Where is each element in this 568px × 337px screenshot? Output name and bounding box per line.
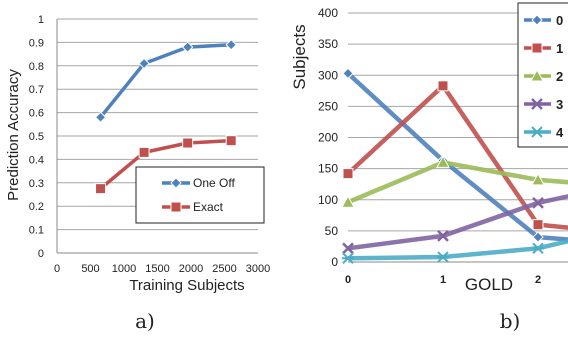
- panel-a-gridlines: [57, 18, 258, 231]
- panel-a-x-tick-label: 500: [81, 263, 99, 275]
- panel-a-y-tick-label: 0.6: [29, 108, 44, 120]
- panel-b-y-tick-labels: 0 50 100 150 200 250 300 350 400: [318, 6, 338, 269]
- panel-b-point-series-1: [437, 80, 449, 92]
- panel-b-point-series-3: [532, 196, 544, 209]
- panel-a-y-tick-label: 0.5: [29, 131, 44, 143]
- panel-b-series-line-1: [346, 83, 568, 230]
- panel-b-series-line-0: [346, 71, 568, 242]
- panel-b-point-series-0: [532, 231, 544, 243]
- panel-b-point-series-3: [437, 229, 449, 242]
- panel-b-legend-label-1: 1: [556, 41, 563, 56]
- panel-a-y-tick-label: 0.2: [29, 201, 44, 213]
- panel-b-legend-label-4: 4: [556, 125, 564, 140]
- panel-b-point-series-4: [532, 242, 544, 255]
- panel-b-legend-marker-0: [531, 14, 543, 26]
- panel-b-y-tick-label: 350: [318, 37, 338, 51]
- panel-a-point-one-off: [225, 39, 237, 51]
- panel-a-x-axis-label: Training Subjects: [129, 277, 244, 294]
- panel-a-legend-label-one-off: One Off: [193, 176, 235, 190]
- panel-a-point-exact: [95, 183, 107, 195]
- panel-a-y-tick-label: 0.3: [29, 178, 44, 190]
- panel-a-series-line-one-off: [99, 42, 232, 119]
- panel-a-series-line-exact: [99, 138, 232, 190]
- panel-b-point-series-2: [341, 195, 355, 208]
- panel-a-point-one-off: [181, 41, 194, 53]
- panel-b-point-series-1: [342, 168, 354, 180]
- panel-a-accuracy-chart: 0 0.1 0.2 0.3 0.4 0.5 0.6 0.7 0.8 0.9 1 0 500 1000 15…: [5, 14, 270, 333]
- panel-a-series: [94, 39, 237, 195]
- panel-a-point-exact: [225, 135, 237, 147]
- panel-b-y-tick-label: 100: [318, 193, 338, 207]
- panel-b-legend-label-3: 3: [556, 97, 563, 112]
- panel-b-y-tick-label: 50: [325, 224, 339, 238]
- panel-a-legend-marker-one-off: [170, 177, 182, 189]
- panel-a-x-tick-label: 1500: [145, 263, 169, 275]
- panel-a-caption: a): [135, 309, 155, 333]
- panel-b-point-series-3: [342, 242, 354, 255]
- panel-a-y-tick-label: 0.8: [29, 61, 44, 73]
- panel-a-y-tick-labels: 0 0.1 0.2 0.3 0.4 0.5 0.6 0.7 0.8 0.9 1: [29, 14, 44, 260]
- panel-a-y-axis-label: Prediction Accuracy: [5, 69, 22, 201]
- panel-b-point-series-1: [532, 219, 544, 231]
- panel-b-y-tick-label: 0: [331, 255, 338, 269]
- panel-a-point-exact: [138, 146, 150, 158]
- panel-a-y-tick-label: 0.7: [29, 84, 44, 96]
- panel-b-subjects-chart: 0 50 100 150 200 250 300 350 400 0 1 2 GOLD Subjec…: [290, 2, 568, 333]
- panel-a-point-one-off: [138, 57, 150, 70]
- panel-b-y-axis-label: Subjects: [290, 24, 309, 89]
- panel-b-legend-marker-4: [531, 126, 543, 138]
- panel-b-point-series-0: [342, 67, 354, 80]
- panel-b-y-tick-label: 150: [318, 162, 338, 176]
- panel-a-x-tick-label: 1000: [112, 263, 136, 275]
- panel-a-x-tick-label: 0: [54, 263, 60, 275]
- panel-a-x-tick-label: 3000: [246, 263, 270, 275]
- panel-b-y-tick-label: 400: [318, 6, 338, 20]
- panel-a-x-tick-labels: 0 500 1000 1500 2000 2500 3000: [54, 263, 270, 275]
- panel-b-legend-marker-1: [531, 42, 543, 54]
- panel-a-y-tick-label: 0.1: [29, 225, 44, 237]
- panel-a-legend-label-exact: Exact: [193, 200, 224, 214]
- panel-b-y-tick-label: 200: [318, 131, 338, 145]
- panel-b-series-line-4: [347, 238, 568, 261]
- panel-a-y-tick-label: 0: [38, 248, 44, 260]
- panel-a-point-one-off: [94, 111, 107, 123]
- panel-b-x-tick-labels: 0 1 2: [345, 274, 541, 286]
- panel-b-legend-label-2: 2: [556, 69, 563, 84]
- panel-b-series-line-2: [347, 160, 568, 205]
- panel-b-series: [341, 67, 568, 264]
- panel-b-x-axis-label: GOLD: [465, 275, 513, 294]
- panel-b-point-series-2: [531, 172, 545, 186]
- panel-b-x-tick-label: 0: [345, 274, 351, 286]
- panel-b-x-tick-label: 2: [535, 274, 541, 286]
- panel-a-point-exact: [182, 137, 194, 149]
- panel-a-legend-box: [135, 166, 265, 224]
- panel-b-point-series-4: [342, 252, 354, 264]
- panel-b-y-tick-label: 250: [318, 99, 338, 113]
- panel-a-legend-marker-exact: [170, 201, 182, 213]
- panel-b-legend-marker-3: [531, 98, 543, 110]
- panel-b-legend: 0 1 2 3 4: [517, 2, 568, 148]
- panel-b-y-tick-label: 300: [318, 68, 338, 82]
- panel-b-series-line-3: [347, 194, 568, 251]
- panel-b-point-series-2: [436, 155, 450, 168]
- panel-b-legend-label-0: 0: [556, 13, 563, 28]
- panel-b-caption: b): [500, 309, 521, 333]
- panel-a-y-tick-label: 0.4: [29, 154, 44, 166]
- panel-b-x-tick-label: 1: [440, 274, 446, 286]
- panel-a-x-tick-label: 2500: [212, 263, 236, 275]
- panel-a-y-tick-label: 1: [38, 14, 44, 26]
- panel-a-y-tick-label: 0.9: [29, 37, 44, 49]
- panel-a-x-tick-label: 2000: [179, 263, 203, 275]
- panel-b-point-series-4: [437, 251, 449, 263]
- panel-a-legend: One Off Exact: [135, 166, 265, 224]
- panel-b-legend-marker-2: [530, 68, 544, 82]
